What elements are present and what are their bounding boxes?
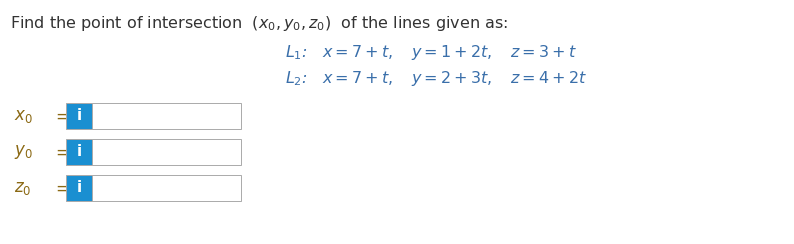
Text: $=$: $=$ xyxy=(52,143,69,161)
Text: $=$: $=$ xyxy=(52,179,69,197)
Text: i: i xyxy=(76,144,82,160)
FancyBboxPatch shape xyxy=(92,139,241,165)
FancyBboxPatch shape xyxy=(66,103,92,129)
Text: i: i xyxy=(76,109,82,123)
Text: $x_0$: $x_0$ xyxy=(14,107,33,125)
Text: i: i xyxy=(76,181,82,195)
FancyBboxPatch shape xyxy=(92,103,241,129)
Text: Find the point of intersection  $(x_0, y_0, z_0)$  of the lines given as:: Find the point of intersection $(x_0, y_… xyxy=(10,14,508,33)
Text: $L_1$:   $x = 7 + t, \quad y = 1 + 2t, \quad z = 3 + t$: $L_1$: $x = 7 + t, \quad y = 1 + 2t, \qu… xyxy=(285,42,577,61)
FancyBboxPatch shape xyxy=(92,175,241,201)
FancyBboxPatch shape xyxy=(66,139,92,165)
Text: $=$: $=$ xyxy=(52,107,69,125)
Text: $y_0$: $y_0$ xyxy=(14,143,33,161)
Text: $L_2$:   $x = 7 + t, \quad y = 2 + 3t, \quad z = 4 + 2t$: $L_2$: $x = 7 + t, \quad y = 2 + 3t, \qu… xyxy=(285,69,587,88)
FancyBboxPatch shape xyxy=(66,175,92,201)
Text: $z_0$: $z_0$ xyxy=(14,179,32,197)
